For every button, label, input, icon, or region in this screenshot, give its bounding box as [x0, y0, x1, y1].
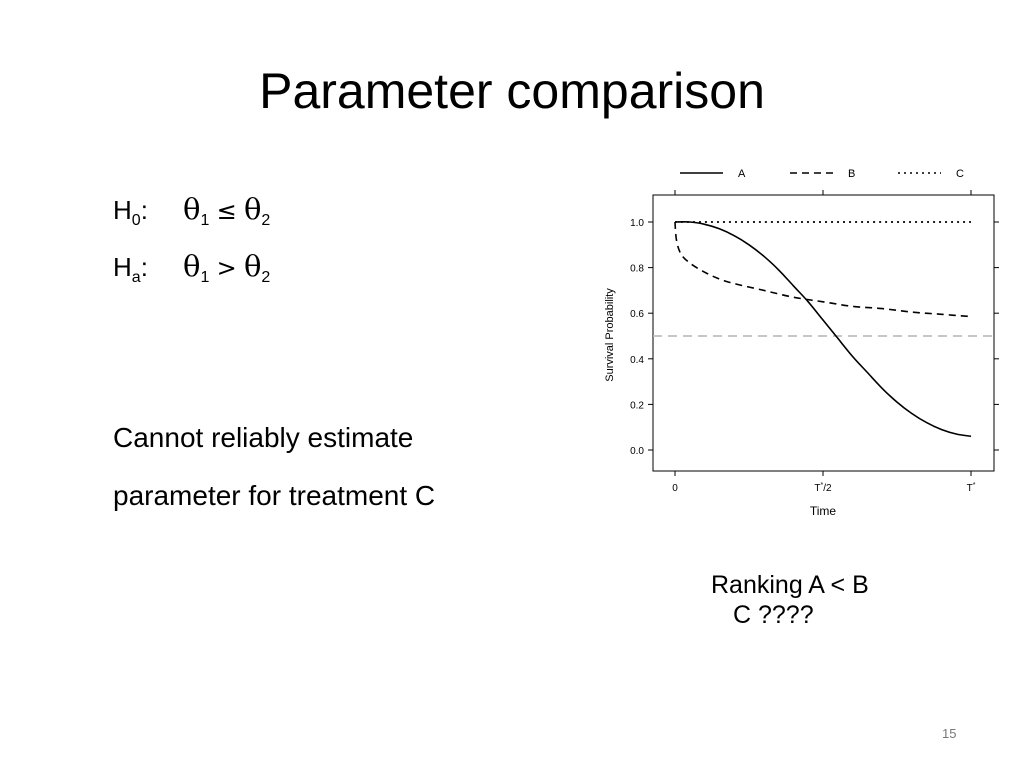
series-line-a [674, 221, 972, 438]
null-hypothesis: H0: θ1 ≤ θ2 [113, 192, 271, 230]
slide-title: Parameter comparison [259, 63, 765, 119]
y-tick-label: 0.6 [630, 309, 644, 320]
leq-symbol: ≤ [216, 197, 237, 225]
y-tick-label: 0.8 [630, 264, 644, 275]
x-axis: 0 T*/2 T* [672, 190, 976, 494]
ranking-line-1: Ranking A < B [711, 571, 869, 599]
ranking-line-2: C ???? [733, 601, 814, 629]
y-tick-label: 1.0 [630, 218, 644, 229]
legend-label-a: A [738, 168, 746, 180]
x-tick-label: T* [967, 482, 976, 494]
legend-label-b: B [848, 168, 855, 180]
page-number: 15 [942, 726, 957, 741]
y-tick-label: 0.0 [630, 446, 644, 457]
x-axis-label: Time [810, 504, 837, 518]
y-axis: 0.0 0.2 0.4 0.6 0.8 1.0 [630, 218, 999, 457]
x-tick-label: T*/2 [814, 482, 832, 494]
survival-chart: A B C 0.0 0.2 0.4 0.6 0.8 1.0 0 T*/2 T* Survival … [604, 168, 999, 518]
y-axis-label: Survival Probability [604, 288, 616, 382]
legend-label-c: C [956, 168, 964, 180]
x-tick-label: 0 [672, 483, 678, 494]
series-line-b [674, 221, 972, 318]
alternative-hypothesis: Ha: θ1 > θ2 [113, 249, 271, 287]
chart-legend: A B C [680, 168, 964, 180]
y-tick-label: 0.4 [630, 355, 644, 366]
gt-symbol: > [216, 254, 237, 282]
body-text-line-2: parameter for treatment C [113, 480, 436, 511]
ranking-note: Ranking A < B C ???? [711, 570, 869, 630]
y-tick-label: 0.2 [630, 400, 644, 411]
body-text-line-1: Cannot reliably estimate [113, 422, 414, 453]
